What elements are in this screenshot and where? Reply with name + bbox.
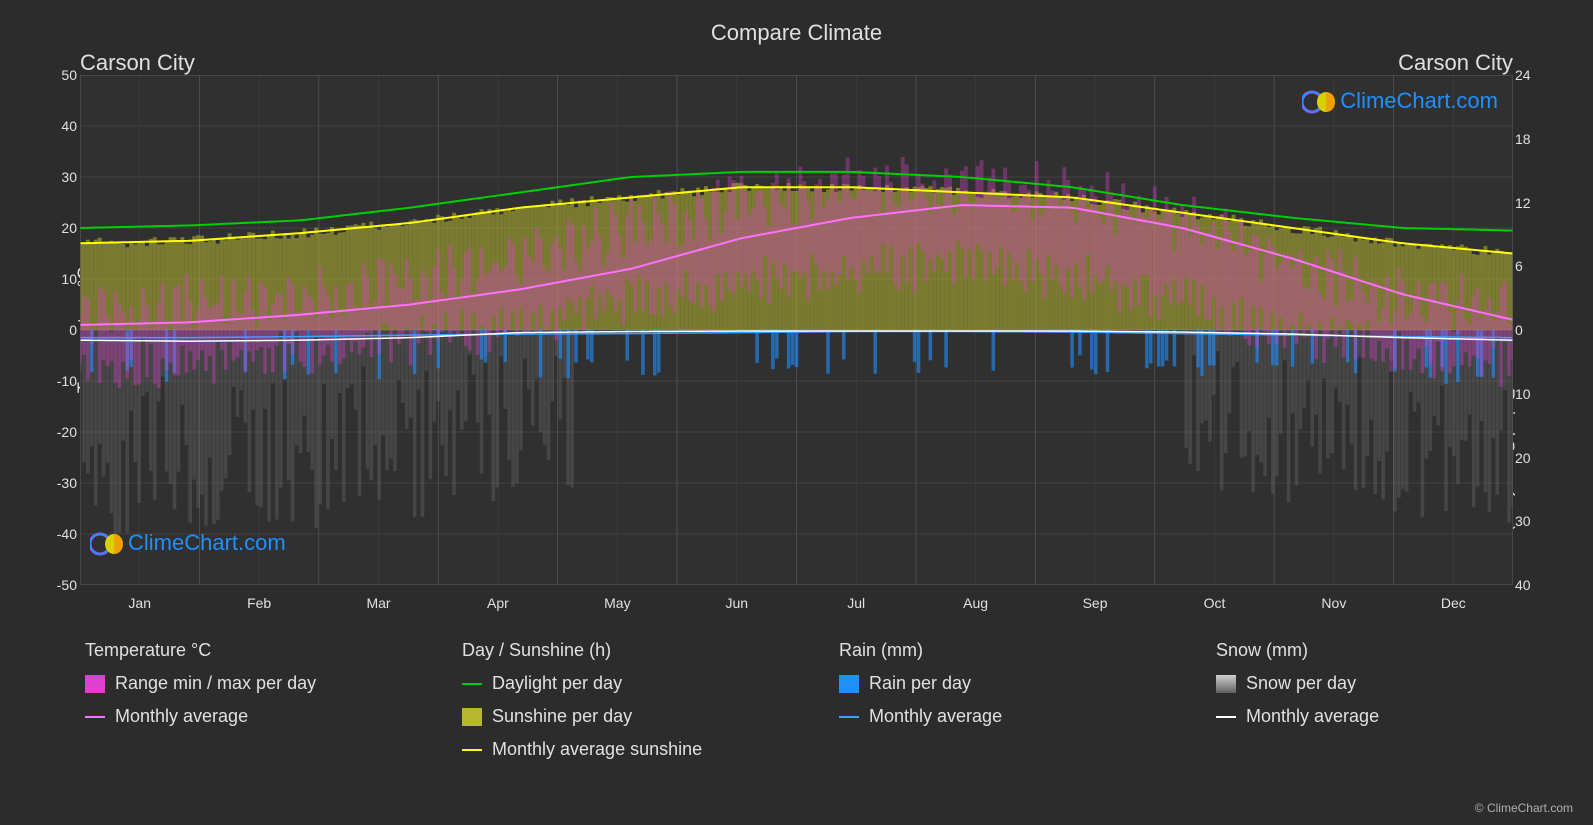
city-label-left: Carson City [80, 50, 195, 76]
swatch-temp-range [85, 675, 105, 693]
climate-chart-container: Compare Climate Carson City Carson City … [0, 0, 1593, 825]
legend-daylight: Daylight per day [462, 673, 799, 694]
watermark-text: ClimeChart.com [1340, 88, 1498, 114]
x-tick: Nov [1321, 595, 1346, 611]
y2-tick-top: 24 [1515, 67, 1543, 83]
y1-tick: 10 [42, 271, 77, 287]
y-axis-left-ticks: 50403020100-10-20-30-40-50 [42, 75, 77, 585]
legend: Temperature °C Range min / max per day M… [85, 640, 1553, 760]
legend-header-sun: Day / Sunshine (h) [462, 640, 799, 661]
x-tick: Jan [128, 595, 151, 611]
x-tick: Sep [1083, 595, 1108, 611]
y1-tick: -20 [42, 424, 77, 440]
logo-icon [1302, 89, 1334, 113]
legend-header-snow: Snow (mm) [1216, 640, 1553, 661]
swatch-rain-box [839, 675, 859, 693]
plot-area [80, 75, 1513, 585]
copyright-text: © ClimeChart.com [1475, 801, 1573, 815]
legend-label: Rain per day [869, 673, 971, 694]
legend-label: Monthly average sunshine [492, 739, 702, 760]
y2-tick-bot: 40 [1515, 577, 1543, 593]
legend-rain-day: Rain per day [839, 673, 1176, 694]
chart-title: Compare Climate [0, 20, 1593, 46]
x-axis-ticks: Jan Feb Mar Apr May Jun Jul Aug Sep Oct Nov Dec [80, 595, 1513, 619]
x-tick: Feb [247, 595, 271, 611]
y1-tick: -50 [42, 577, 77, 593]
legend-label: Range min / max per day [115, 673, 316, 694]
swatch-snow-line [1216, 716, 1236, 718]
legend-rain-avg: Monthly average [839, 706, 1176, 727]
legend-label: Sunshine per day [492, 706, 632, 727]
x-tick: Aug [963, 595, 988, 611]
legend-col-temp: Temperature °C Range min / max per day M… [85, 640, 422, 760]
y2-tick-top: 12 [1515, 195, 1543, 211]
swatch-sunshine-line [462, 749, 482, 751]
legend-sunshine: Sunshine per day [462, 706, 799, 727]
watermark-bottom: ClimeChart.com [90, 530, 286, 556]
watermark-top: ClimeChart.com [1302, 88, 1498, 114]
legend-snow-avg: Monthly average [1216, 706, 1553, 727]
y2-tick-top: 0 [1515, 322, 1543, 338]
y1-tick: 50 [42, 67, 77, 83]
plot-svg [80, 75, 1513, 585]
y2-tick-top: 18 [1515, 131, 1543, 147]
y2-tick-bot: 10 [1515, 386, 1543, 402]
y1-tick: 30 [42, 169, 77, 185]
y1-tick: 40 [42, 118, 77, 134]
x-tick: May [604, 595, 630, 611]
logo-icon [90, 531, 122, 555]
x-tick: Apr [487, 595, 509, 611]
y-axis-right-ticks: 2418126010203040 [1515, 75, 1543, 585]
legend-sunshine-avg: Monthly average sunshine [462, 739, 799, 760]
y1-tick: -30 [42, 475, 77, 491]
x-tick: Oct [1204, 595, 1226, 611]
y2-tick-bot: 20 [1515, 450, 1543, 466]
legend-col-rain: Rain (mm) Rain per day Monthly average [839, 640, 1176, 760]
y1-tick: 0 [42, 322, 77, 338]
legend-label: Monthly average [869, 706, 1002, 727]
swatch-daylight-line [462, 683, 482, 685]
legend-label: Daylight per day [492, 673, 622, 694]
swatch-temp-avg-line [85, 716, 105, 718]
x-tick: Mar [366, 595, 390, 611]
legend-header-temp: Temperature °C [85, 640, 422, 661]
x-tick: Jun [725, 595, 748, 611]
legend-snow-day: Snow per day [1216, 673, 1553, 694]
legend-temp-avg: Monthly average [85, 706, 422, 727]
legend-temp-range: Range min / max per day [85, 673, 422, 694]
x-tick: Dec [1441, 595, 1466, 611]
city-label-right: Carson City [1398, 50, 1513, 76]
legend-header-rain: Rain (mm) [839, 640, 1176, 661]
y2-tick-top: 6 [1515, 258, 1543, 274]
watermark-text: ClimeChart.com [128, 530, 286, 556]
legend-label: Monthly average [115, 706, 248, 727]
legend-label: Snow per day [1246, 673, 1356, 694]
swatch-sunshine-box [462, 708, 482, 726]
legend-label: Monthly average [1246, 706, 1379, 727]
y1-tick: -40 [42, 526, 77, 542]
x-tick: Jul [847, 595, 865, 611]
swatch-rain-line [839, 716, 859, 718]
y1-tick: 20 [42, 220, 77, 236]
y1-tick: -10 [42, 373, 77, 389]
legend-col-snow: Snow (mm) Snow per day Monthly average [1216, 640, 1553, 760]
y2-tick-bot: 30 [1515, 513, 1543, 529]
legend-col-sun: Day / Sunshine (h) Daylight per day Suns… [462, 640, 799, 760]
swatch-snow-box [1216, 675, 1236, 693]
